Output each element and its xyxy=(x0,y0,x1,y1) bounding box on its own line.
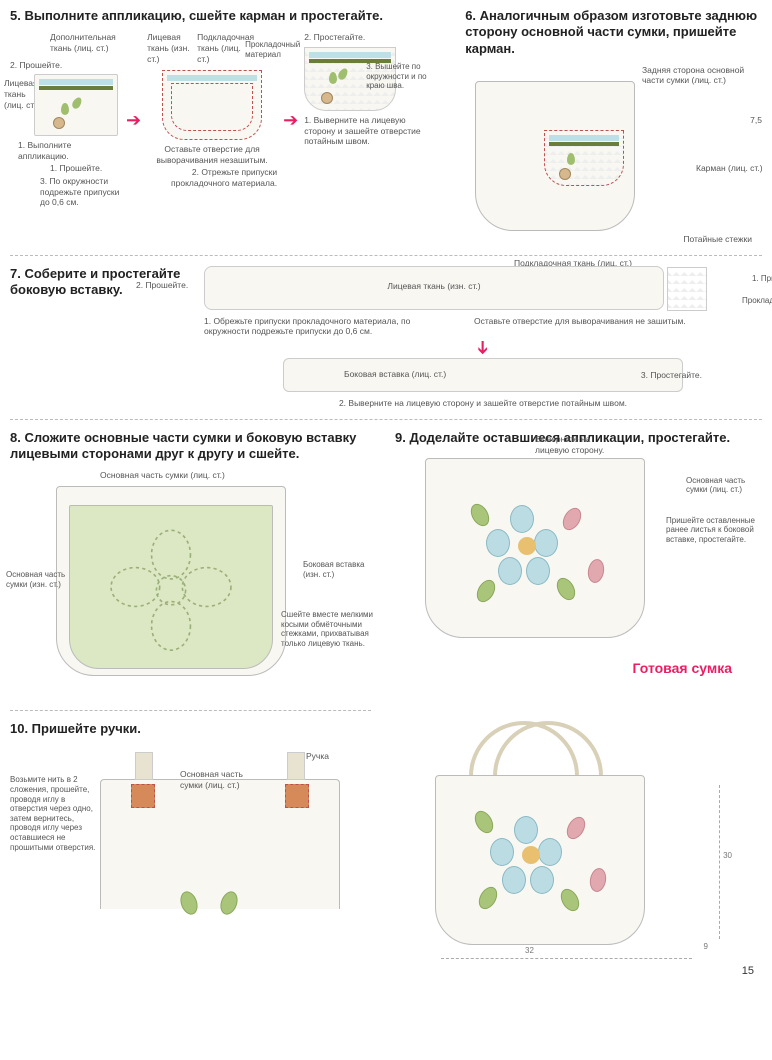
craft-instructions-page: 5. Выполните аппликацию, сшейте карман и… xyxy=(0,0,772,981)
label: Ручка xyxy=(306,751,329,762)
label: 1. Пришейте обтачку. xyxy=(752,274,772,284)
label: Лицевая ткань (изн. ст.) xyxy=(387,281,480,292)
page-number: 15 xyxy=(742,965,754,977)
label: Боковая вставка (изн. ст.) xyxy=(303,560,377,579)
step-6: 6. Аналогичным образом изготовьте заднюю… xyxy=(465,8,762,245)
step-5-heading: 5. Выполните аппликацию, сшейте карман и… xyxy=(10,8,455,24)
label: Основная часть сумки (изн. ст.) xyxy=(6,570,66,589)
label: Пришейте оставленные ранее листья к боко… xyxy=(666,516,766,545)
label: 3. По окружности подрежьте припуски до 0… xyxy=(40,176,130,208)
label: 2. Отрежьте припуски прокладочного матер… xyxy=(147,167,277,188)
step-10-heading: 10. Пришейте ручки. xyxy=(10,721,377,737)
label: Оставьте отверстие для выворачивания не … xyxy=(474,316,686,337)
flower-outline-icon xyxy=(70,506,272,668)
label: 1. Обрежьте припуски прокладочного матер… xyxy=(204,316,444,337)
label: 1. Прошейте. xyxy=(50,163,120,174)
label: Потайные стежки xyxy=(683,234,752,245)
label: Прокладочный материал xyxy=(245,40,305,59)
label: Основная часть сумки (лиц. ст.) xyxy=(686,476,766,495)
label: 2. Простегайте. xyxy=(304,32,434,43)
step-8-heading: 8. Сложите основные части сумки и бокову… xyxy=(10,430,377,463)
label: Задняя сторона основной части сумки (лиц… xyxy=(642,65,762,86)
label: Основная часть сумки (лиц. ст.) xyxy=(180,769,260,790)
label: Выверните на лицевую сторону. xyxy=(535,434,605,455)
label: Оставьте отверстие для выворачивания нез… xyxy=(147,144,277,165)
step-8: 8. Сложите основные части сумки и бокову… xyxy=(10,430,377,701)
dim-width: 32 xyxy=(525,946,534,955)
step-5: 5. Выполните аппликацию, сшейте карман и… xyxy=(10,8,455,245)
label: Основная часть сумки (лиц. ст.) xyxy=(100,470,225,481)
label: Прокладочный материал xyxy=(742,296,772,306)
step-7: 7. Соберите и простегайте боковую вставк… xyxy=(10,266,762,409)
step-6-heading: 6. Аналогичным образом изготовьте заднюю… xyxy=(465,8,762,57)
label: 2. Выверните на лицевую сторону и зашейт… xyxy=(204,398,762,409)
arrow-right-icon: ➔ xyxy=(283,110,298,131)
label: Возьмите нить в 2 сложения, прошейте, пр… xyxy=(10,775,100,852)
step-9: 9. Доделайте оставшиеся аппликации, прос… xyxy=(395,430,762,701)
finished-label: Готовая сумка xyxy=(395,660,732,676)
label: 3. Простегайте. xyxy=(641,370,702,381)
arrow-down-icon: ➔ xyxy=(473,340,494,355)
label: 2. Прошейте. xyxy=(10,60,120,71)
label: 2. Прошейте. xyxy=(136,280,188,291)
label: Дополнительная ткань (лиц. ст.) xyxy=(50,32,120,53)
finished-bag-diagram: 30 32 9 xyxy=(395,721,762,961)
label: 1. Выполните аппликацию. xyxy=(18,140,120,161)
step-10: 10. Пришейте ручки. Возьмите нить в 2 сл… xyxy=(10,721,377,961)
label: 3. Вышейте по окружности и по краю шва. xyxy=(366,62,444,91)
label: Боковая вставка (лиц. ст.) xyxy=(344,369,446,380)
label: Лицевая ткань (изн. ст.) xyxy=(147,32,191,64)
dim-height: 30 xyxy=(723,851,732,860)
label: Сшейте вместе мелкими косыми обмёточными… xyxy=(281,610,381,648)
label: 1. Выверните на лицевую сторону и зашейт… xyxy=(304,115,424,147)
dim-depth: 9 xyxy=(704,942,708,951)
label: 7,5 xyxy=(750,115,762,126)
arrow-right-icon: ➔ xyxy=(126,110,141,131)
label: Карман (лиц. ст.) xyxy=(696,163,766,174)
